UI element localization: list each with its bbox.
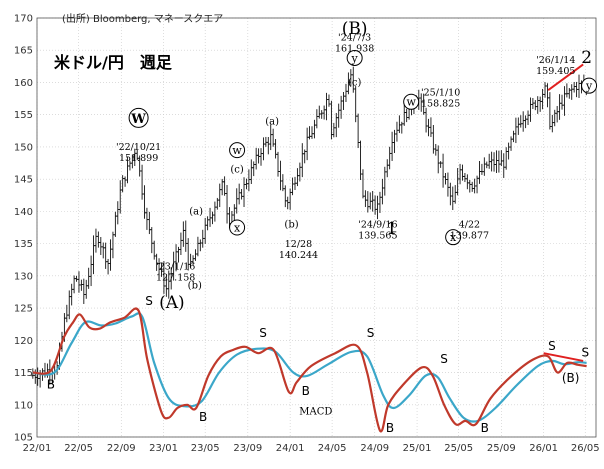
macd-signal-macd_S_5: S <box>548 339 556 353</box>
extreme-value-peak_2026: 159.405 <box>536 66 575 77</box>
macd-signal-macd_B_paren: (B) <box>562 371 580 385</box>
wave-label-A: (A) <box>159 293 185 313</box>
extreme-value-peak_2024: 161.938 <box>335 44 374 55</box>
extreme-date-peak_2024: '24/7/3 <box>338 33 371 44</box>
x-tick-label: 24/01 <box>276 443 305 454</box>
x-tick-label: 25/09 <box>487 443 516 454</box>
extreme-date-peak_2025: '25/1/10 <box>421 87 460 98</box>
macd-signal-macd_B_3: B <box>302 384 310 398</box>
extreme-date-low_2024: '24/9/16 <box>358 220 397 231</box>
circled-label-x_1: x <box>234 221 241 234</box>
macd-lines <box>32 307 587 433</box>
circled-label-y_2: y <box>585 79 593 92</box>
extreme-date-peak_2026: '26/1/14 <box>536 55 575 66</box>
extreme-value-low_2024: 139.565 <box>358 231 397 242</box>
extreme-value-low_2023_12: 140.244 <box>279 250 318 261</box>
circled-x_1 <box>229 219 246 236</box>
circled-label-w_1: w <box>232 144 242 157</box>
extreme-date-low_2023_12: 12/28 <box>285 239 312 250</box>
extreme-value-peak_2025: 158.825 <box>421 98 460 109</box>
wave-label-B_top: (B) <box>342 19 368 39</box>
wave-label-a_2: (a) <box>265 116 279 127</box>
annotations: Ww x w x y y (B) (A) 1 2 (a) (b) (c) (a) (b) (c) '22/10/… <box>47 19 598 435</box>
macd-signal-macd_S_4: S <box>440 352 448 366</box>
macd-signal-macd_S_2: S <box>259 326 267 340</box>
macd-signal-macd_S_6: S <box>581 345 589 359</box>
x-tick-label: 23/01 <box>149 443 178 454</box>
wave-label-a_1: (a) <box>189 207 203 218</box>
extreme-value-low_2025: 139.877 <box>450 231 489 242</box>
x-tick-label: 24/05 <box>318 443 347 454</box>
y-tick-label: 120 <box>14 336 33 347</box>
wave-label-c_1: (c) <box>230 165 244 176</box>
y-tick-label: 105 <box>14 433 33 444</box>
y-tick-label: 145 <box>14 175 33 186</box>
x-tick-label: 23/09 <box>233 443 262 454</box>
circled-label-W: W <box>130 112 146 127</box>
wave-label-one: 1 <box>386 219 397 239</box>
signal-line <box>32 312 587 423</box>
y-tick-label: 130 <box>14 271 33 282</box>
macd-signal-macd_B_1: B <box>47 378 55 392</box>
y-tick-label: 150 <box>14 142 33 153</box>
circled-y_1 <box>346 49 363 66</box>
extreme-date-low_2025: 4/22 <box>459 220 480 231</box>
macd-red-line <box>543 352 584 362</box>
y-tick-label: 170 <box>14 14 33 25</box>
x-tick-label: 25/05 <box>444 443 473 454</box>
circled-w_1 <box>229 142 246 159</box>
y-tick-label: 140 <box>14 207 33 218</box>
x-tick-label: 22/01 <box>23 443 52 454</box>
x-tick-label: 22/09 <box>107 443 136 454</box>
circled-label-x_2: x <box>450 231 457 244</box>
y-tick-label: 115 <box>14 368 33 379</box>
wave-label-b_1: (b) <box>188 281 202 292</box>
macd-signal-macd_B_4: B <box>386 421 394 435</box>
extreme-date-peak_2022: '22/10/21 <box>116 142 161 153</box>
wave-label-two: 2 <box>581 48 592 68</box>
x-tick-label: 24/09 <box>360 443 389 454</box>
macd-signal-macd_S_3: S <box>367 326 375 340</box>
y-tick-label: 110 <box>14 400 33 411</box>
macd-signal-macd_B_5: B <box>481 421 489 435</box>
circled-label-w_2: w <box>406 96 416 109</box>
price-bars <box>31 66 588 388</box>
extreme-date-low_2023: '23/1/16 <box>156 261 195 272</box>
x-tick-label: 26/05 <box>571 443 600 454</box>
x-tick-label: 25/01 <box>403 443 432 454</box>
x-tick-label: 23/05 <box>191 443 220 454</box>
y-tick-label: 165 <box>14 46 33 57</box>
extreme-value-low_2023: 127.158 <box>156 272 195 283</box>
circled-W <box>128 107 149 128</box>
price-red-line <box>547 63 584 92</box>
plot-frame <box>36 17 597 438</box>
wave-label-b_2: (b) <box>284 220 298 231</box>
macd-signal-macd_B_2: B <box>199 410 207 424</box>
y-tick-label: 155 <box>14 110 33 121</box>
y-tick-label: 125 <box>14 304 33 315</box>
wave-label-c_2: (c) <box>348 78 362 89</box>
circled-x_2 <box>445 229 462 246</box>
chart-title: 米ドル/円 週足 <box>54 53 173 72</box>
x-tick-label: 22/05 <box>64 443 93 454</box>
source-label: (出所) Bloomberg, マネースクエア <box>62 12 223 25</box>
x-tick-label: 26/01 <box>529 443 558 454</box>
macd-line <box>32 307 587 433</box>
macd-signal-macd_S_1: S <box>145 294 153 308</box>
y-tick-label: 135 <box>14 239 33 250</box>
axes: 105 110 115 120 125 130 135 140 145 150 155 160 165 1… <box>14 14 600 455</box>
extreme-value-peak_2022: 151.899 <box>119 153 158 164</box>
circled-y_2 <box>581 77 598 94</box>
circled-w_2 <box>403 93 420 110</box>
macd-label: MACD <box>299 406 332 417</box>
circled-label-y_1: y <box>351 52 359 65</box>
y-tick-label: 160 <box>14 78 33 89</box>
